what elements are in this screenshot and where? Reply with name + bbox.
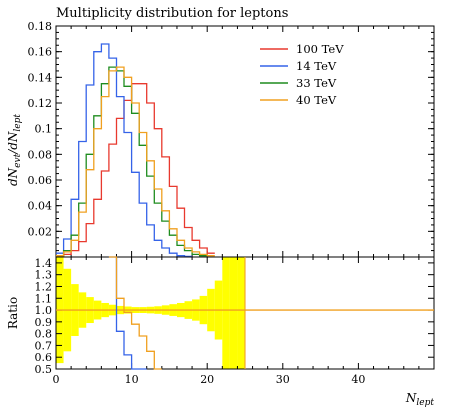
legend: 100 TeV 14 TeV 33 TeV 40 TeV bbox=[260, 42, 344, 107]
chart-title: Multiplicity distribution for leptons bbox=[56, 6, 288, 21]
ratio-uncertainty-bar bbox=[229, 257, 238, 369]
y-tick-label: 0.18 bbox=[28, 20, 53, 33]
y-tick-label: 0.1 bbox=[35, 123, 53, 136]
legend-label: 40 TeV bbox=[296, 93, 337, 107]
y-tick-label: 0.06 bbox=[28, 174, 53, 187]
y-tick-label: 0.08 bbox=[28, 148, 53, 161]
series-100-tev-histogram bbox=[56, 83, 215, 257]
y-tick-label: 0.02 bbox=[28, 225, 53, 238]
ratio-y-axis-label: Ratio bbox=[6, 297, 20, 329]
ratio-y-tick-label: 0.8 bbox=[35, 328, 53, 341]
series-14-tev-histogram bbox=[56, 43, 193, 258]
ratio-y-tick-label: 1.0 bbox=[35, 304, 53, 317]
ratio-panel: 0 10 20 30 40 0.50.60.70.80.91.01.11.21.31.4 bbox=[35, 256, 435, 386]
top-plot-frame bbox=[55, 25, 435, 258]
ratio-y-tick-label: 1.4 bbox=[35, 257, 53, 270]
y-tick-label: 0.16 bbox=[28, 46, 53, 59]
legend-label: 100 TeV bbox=[296, 42, 344, 56]
legend-label: 33 TeV bbox=[296, 76, 337, 90]
ratio-uncertainty-bar bbox=[237, 257, 245, 369]
x-tick-label: 30 bbox=[276, 373, 290, 386]
ratio-y-tick-label: 0.6 bbox=[35, 351, 53, 364]
ratio-uncertainty-bar bbox=[222, 257, 230, 369]
y-tick-label: 0.12 bbox=[28, 97, 53, 110]
ratio-y-tick-label: 0.9 bbox=[35, 316, 53, 329]
x-tick-label: 40 bbox=[351, 373, 365, 386]
ratio-y-tick-label: 0.5 bbox=[35, 363, 53, 376]
series-40-tev-histogram bbox=[56, 66, 215, 257]
y-tick-label: 0.14 bbox=[28, 71, 53, 84]
x-tick-label: 20 bbox=[200, 373, 214, 386]
ratio-y-tick-label: 1.3 bbox=[35, 269, 53, 282]
ratio-series-40-tev bbox=[108, 256, 162, 370]
ratio-y-tick-label: 0.7 bbox=[35, 339, 53, 352]
distribution-panel: 0.02 0.04 0.06 0.08 0.1 0.12 0.14 0.16 0.18 100 T… bbox=[28, 20, 435, 258]
top-y-axis-label: dNevt/dNlept bbox=[6, 114, 23, 186]
ratio-y-tick-label: 1.1 bbox=[35, 292, 53, 305]
y-tick-label: 0.04 bbox=[28, 200, 53, 213]
x-tick-label: 10 bbox=[125, 373, 139, 386]
x-tick-label: 0 bbox=[53, 373, 60, 386]
ratio-y-tick-label: 1.2 bbox=[35, 280, 53, 293]
legend-label: 14 TeV bbox=[296, 59, 337, 73]
x-axis-label: Nlept bbox=[405, 391, 434, 407]
